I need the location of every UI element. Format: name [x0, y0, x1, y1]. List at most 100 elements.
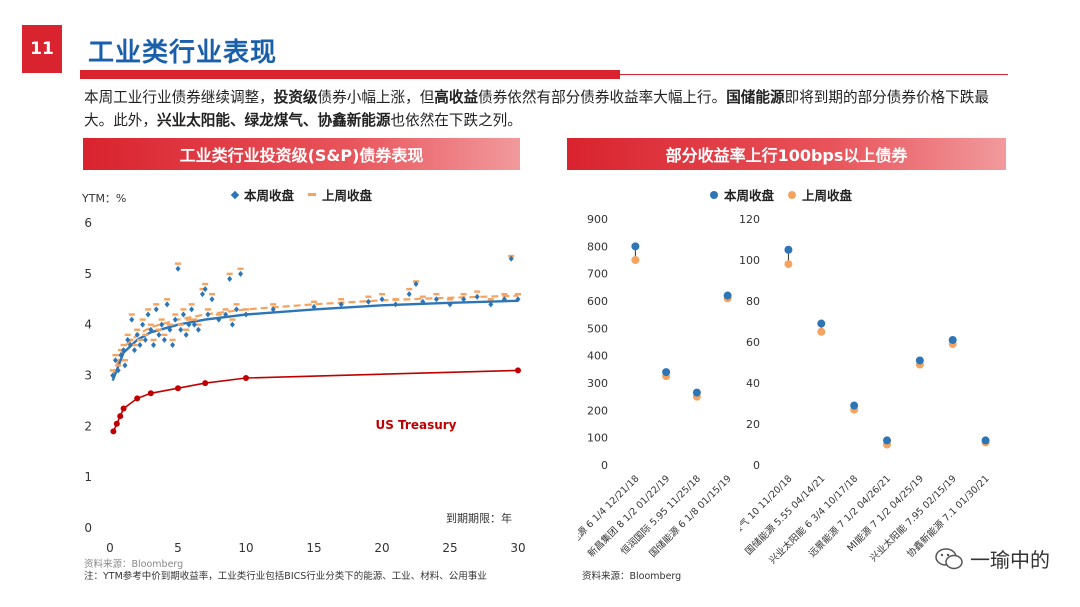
y-tick-label: 900 [587, 213, 608, 226]
last-week-point [127, 338, 134, 342]
treasury-point [113, 420, 120, 427]
legend-this-week: 本周收盘 [230, 185, 294, 204]
last-week-point [161, 333, 168, 337]
this-week-point [508, 255, 514, 262]
dot-marker-icon [788, 190, 797, 199]
last-week-point [139, 318, 146, 321]
this-week-point [164, 301, 170, 308]
this-week-point [488, 301, 494, 308]
maturity-axis-label: 到期期限：年 [446, 511, 512, 525]
this-week-point [447, 301, 453, 308]
this-week-point [631, 242, 640, 251]
last-week-point [183, 328, 190, 331]
last-week-point [392, 298, 399, 301]
this-week-point [122, 362, 128, 369]
legend-last-week-right: 上周收盘 [788, 185, 852, 204]
left-source-note: 资料来源：Bloomberg [84, 559, 184, 570]
y-tick-label: 5 [84, 267, 92, 281]
this-week-point [183, 331, 189, 338]
last-week-point [185, 318, 192, 321]
this-week-point [238, 270, 244, 277]
this-week-point [850, 401, 859, 410]
this-week-point [167, 326, 173, 333]
this-week-point [216, 316, 222, 323]
this-week-point [817, 319, 826, 328]
this-week-point [118, 352, 124, 359]
this-week-point [180, 311, 186, 318]
this-week-point [227, 275, 233, 282]
this-week-point [129, 316, 135, 323]
last-week-point [134, 328, 141, 331]
this-week-point [140, 321, 146, 328]
last-week-point [243, 308, 249, 311]
last-week-point [145, 308, 152, 311]
this-week-point [151, 342, 157, 348]
y-tick-label: 3 [84, 369, 92, 383]
last-week-point [115, 364, 122, 367]
this-week-point [191, 321, 197, 328]
y-tick-label: 400 [587, 350, 608, 363]
y-tick-label: 40 [746, 377, 760, 390]
last-week-point [474, 290, 481, 293]
this-week-point [172, 316, 178, 323]
this-week-point [229, 321, 235, 328]
this-week-point [125, 336, 131, 343]
this-week-point [393, 301, 399, 308]
this-week-point [311, 303, 317, 310]
last-week-point [124, 333, 131, 337]
y-tick-label: 100 [740, 254, 760, 267]
this-week-point [112, 357, 118, 364]
last-week-point [128, 313, 135, 316]
treasury-point [110, 428, 117, 435]
last-week-point [433, 292, 440, 296]
last-week-point [191, 318, 198, 321]
this-week-point [170, 342, 176, 348]
this-week-point [159, 321, 165, 328]
this-week-point [474, 293, 480, 300]
this-week-point [406, 291, 412, 298]
this-week-point [948, 335, 957, 344]
y-tick-label: 1 [84, 470, 92, 484]
y-tick-label: 120 [740, 213, 760, 226]
diamond-marker-icon [230, 190, 240, 199]
this-week-point [379, 296, 385, 303]
left-footnote: 注：YTM参考中价到期收益率，工业类行业包括BICS行业分类下的能源、工业、材料… [84, 571, 487, 582]
last-week-point [147, 323, 154, 326]
this-week-point [145, 311, 151, 318]
treasury-label: US Treasury [375, 418, 456, 432]
y-tick-label: 80 [746, 295, 760, 308]
last-week-point [150, 338, 157, 342]
last-week-point [131, 343, 138, 347]
last-week-trendline [111, 294, 519, 376]
last-week-point [202, 282, 209, 286]
this-week-point [883, 436, 891, 445]
last-week-point [153, 303, 160, 306]
x-tick-label: 0 [106, 541, 114, 555]
watermark: 一瑜中的 [934, 544, 1050, 573]
last-week-point [177, 323, 184, 326]
this-week-point [178, 326, 184, 333]
x-tick-label: 15 [306, 541, 321, 555]
last-week-point [406, 287, 413, 291]
left-chart-legend: 本周收盘 上周收盘 [230, 185, 386, 204]
last-week-point [237, 267, 244, 270]
y-tick-label: 2 [84, 419, 92, 433]
this-week-point [233, 306, 239, 313]
treasury-point [202, 380, 209, 387]
treasury-point [134, 395, 141, 402]
watermark-text: 一瑜中的 [970, 548, 1050, 572]
x-tick-label: 20 [374, 541, 389, 555]
this-week-point [142, 336, 148, 343]
last-week-point [188, 303, 195, 306]
this-week-point [338, 301, 344, 308]
last-week-point [112, 353, 119, 357]
y-tick-label: 800 [587, 240, 608, 253]
this-week-point [189, 306, 195, 313]
this-week-point [209, 296, 215, 303]
left-chart-heading: 工业类行业投资级(S&P)债券表现 [83, 138, 520, 170]
y-tick-label: 4 [84, 318, 92, 332]
last-week-point [447, 298, 453, 301]
wechat-icon [935, 547, 963, 569]
this-week-point [115, 367, 121, 374]
last-week-point [195, 323, 202, 326]
